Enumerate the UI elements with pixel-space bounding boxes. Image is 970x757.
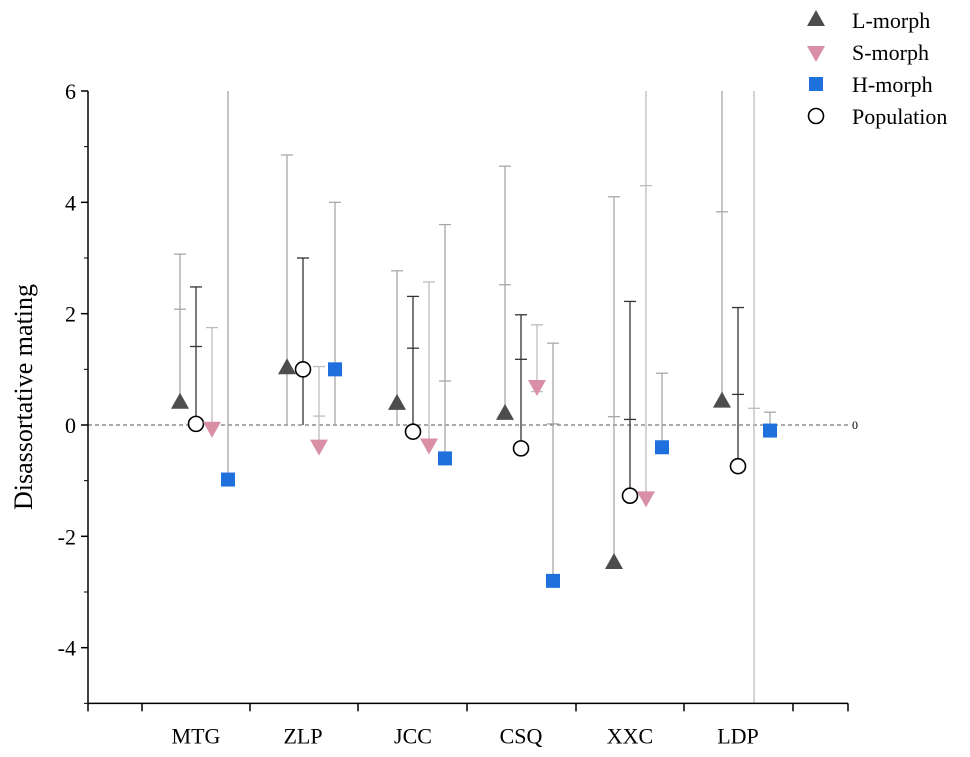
s-morph-marker (420, 438, 438, 455)
legend-label: L-morph (852, 8, 930, 33)
population-marker (621, 487, 639, 504)
y-tick-label: 2 (65, 302, 76, 327)
s-morph-marker (528, 380, 546, 397)
y-tick-label: 0 (65, 413, 76, 438)
x-tick-label: LDP (717, 723, 759, 748)
legend-label: S-morph (852, 40, 929, 65)
y-tick-label: 4 (65, 190, 76, 215)
h-morph-marker (221, 472, 235, 487)
x-tick-label: JCC (394, 723, 432, 748)
l-morph-marker (713, 391, 731, 408)
population-marker (729, 457, 747, 475)
x-tick-label: XXC (607, 723, 653, 748)
legend-label: Population (852, 104, 947, 129)
x-tick-label: MTG (172, 723, 221, 748)
population-marker (294, 361, 312, 378)
l-morph-marker (388, 393, 406, 410)
x-tick-label: CSQ (500, 723, 543, 748)
s-morph-marker (807, 46, 825, 62)
h-morph-marker (438, 451, 452, 466)
h-morph-marker (546, 573, 560, 588)
legend-label: H-morph (852, 72, 933, 97)
l-morph-marker (496, 403, 514, 420)
y-tick-label: -4 (58, 636, 76, 661)
l-morph-marker (278, 358, 296, 375)
s-morph-marker (203, 421, 221, 438)
legend: L-morph S-morph H-morph Population (807, 8, 947, 129)
population-marker (512, 440, 530, 457)
reference-line-label: 0 (852, 418, 858, 432)
h-morph-marker (328, 362, 342, 377)
s-morph-marker (637, 491, 655, 508)
population-marker (807, 107, 825, 125)
l-morph-marker (171, 392, 189, 409)
y-tick-label: -2 (58, 524, 76, 549)
x-tick-label: ZLP (283, 723, 322, 748)
population-marker (187, 415, 205, 433)
h-morph-marker (655, 440, 669, 455)
y-axis-label: Disassortative mating (9, 284, 38, 510)
population-marker (404, 423, 422, 440)
l-morph-marker (605, 553, 623, 570)
y-tick-label: 6 (65, 79, 76, 104)
h-morph-marker (763, 423, 777, 438)
h-morph-marker (809, 77, 823, 91)
l-morph-marker (807, 10, 825, 26)
s-morph-marker (310, 439, 328, 456)
